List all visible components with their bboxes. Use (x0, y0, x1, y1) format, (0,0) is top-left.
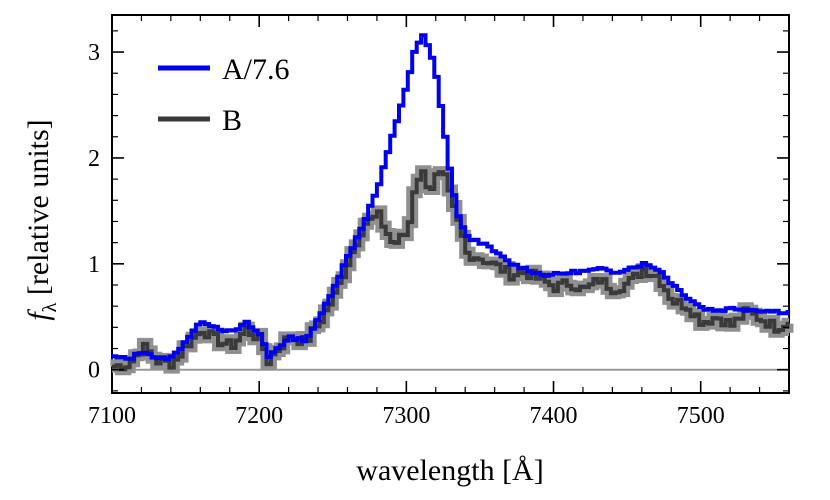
legend-label-b: B (222, 104, 242, 137)
series-b-line (112, 169, 790, 372)
y-tick-label: 0 (88, 358, 100, 384)
x-tick-label: 7300 (382, 403, 430, 429)
plot-frame (111, 14, 790, 394)
y-axis-title-subscript: λ (39, 302, 61, 312)
x-tick-label: 7500 (677, 403, 725, 429)
series-a-line (112, 33, 790, 362)
y-tick-label: 3 (88, 40, 100, 66)
x-axis-title: wavelength [Å] (356, 454, 543, 487)
series-layer (110, 33, 794, 376)
y-tick-label: 2 (88, 146, 100, 172)
y-axis-title-rest: [relative units] (22, 119, 55, 302)
y-axis-title: fλ [relative units] (22, 119, 61, 320)
ticks-layer: 7100 7200 7300 7400 7500 0 1 2 3 (88, 15, 790, 429)
x-tick-label: 7100 (88, 403, 136, 429)
legend: A/7.6 B (158, 53, 290, 137)
y-tick-label: 1 (88, 252, 100, 278)
x-tick-label: 7400 (530, 403, 578, 429)
x-tick-label: 7200 (235, 403, 283, 429)
legend-label-a: A/7.6 (222, 53, 290, 86)
